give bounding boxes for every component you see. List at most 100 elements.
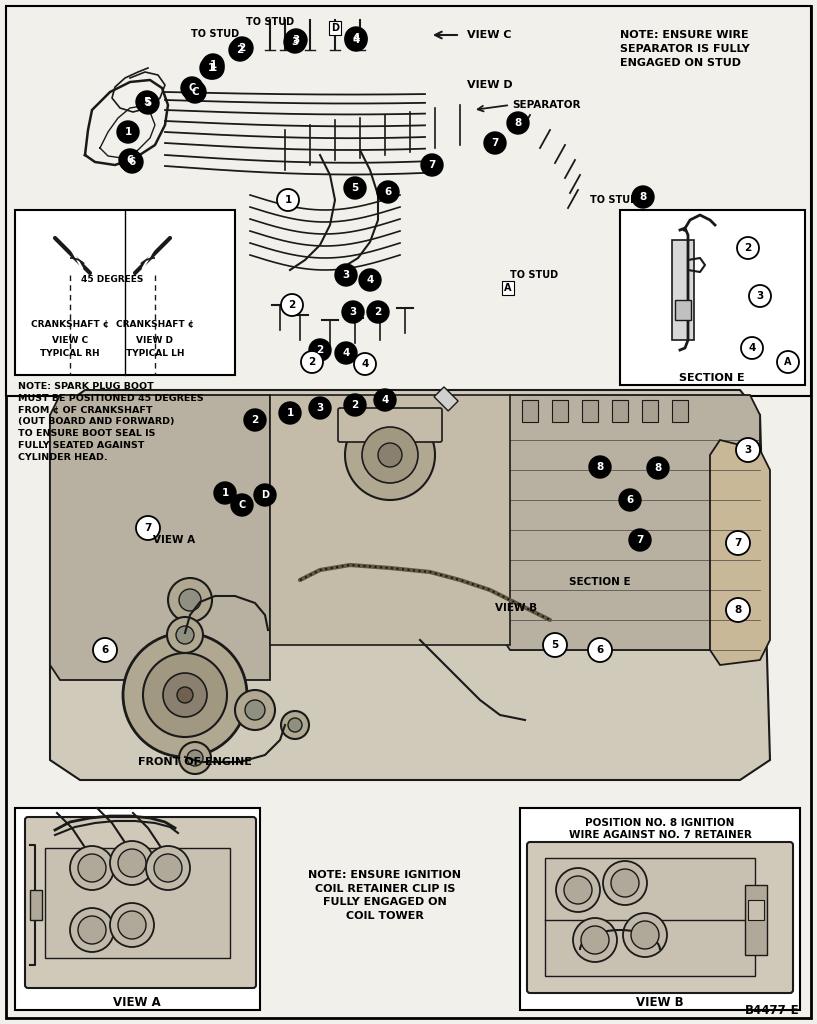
Circle shape: [741, 337, 763, 359]
Text: 2: 2: [239, 43, 246, 53]
Text: 2: 2: [351, 400, 359, 410]
Bar: [620, 210, 805, 385]
Circle shape: [726, 598, 750, 622]
Bar: [612, 400, 628, 422]
Polygon shape: [50, 390, 770, 780]
Circle shape: [143, 653, 227, 737]
Text: SECTION E: SECTION E: [679, 373, 745, 383]
Circle shape: [136, 516, 160, 540]
Text: NOTE: ENSURE IGNITION
COIL RETAINER CLIP IS
FULLY ENGAGED ON
COIL TOWER: NOTE: ENSURE IGNITION COIL RETAINER CLIP…: [309, 870, 462, 921]
Text: 3: 3: [342, 270, 350, 280]
Circle shape: [777, 351, 799, 373]
Circle shape: [202, 54, 224, 76]
Text: 1: 1: [209, 63, 217, 73]
Text: A: A: [504, 283, 511, 293]
Circle shape: [611, 869, 639, 897]
Circle shape: [177, 687, 193, 703]
Circle shape: [157, 857, 179, 879]
Text: 5: 5: [164, 863, 172, 873]
Polygon shape: [500, 395, 760, 650]
Circle shape: [367, 301, 389, 323]
FancyBboxPatch shape: [434, 387, 458, 411]
Text: 5: 5: [351, 183, 359, 193]
Circle shape: [110, 903, 154, 947]
Text: 4: 4: [352, 35, 359, 45]
Text: TO STUD: TO STUD: [191, 29, 239, 39]
Text: 4: 4: [366, 275, 373, 285]
Text: SEPARATOR: SEPARATOR: [512, 100, 581, 110]
Text: 8: 8: [654, 463, 662, 473]
Circle shape: [279, 402, 301, 424]
Circle shape: [284, 31, 306, 53]
Text: CRANKSHAFT ¢: CRANKSHAFT ¢: [116, 321, 194, 330]
Text: 45 DEGREES: 45 DEGREES: [81, 275, 143, 285]
Text: 2: 2: [252, 415, 259, 425]
Circle shape: [70, 846, 114, 890]
Circle shape: [117, 121, 139, 143]
Circle shape: [187, 750, 203, 766]
Bar: [745, 885, 767, 955]
Text: SECTION E: SECTION E: [569, 577, 631, 587]
Circle shape: [421, 154, 443, 176]
Text: VIEW D: VIEW D: [467, 80, 512, 90]
Text: 3: 3: [757, 291, 764, 301]
Circle shape: [543, 633, 567, 657]
Circle shape: [629, 529, 651, 551]
Text: CRANKSHAFT ¢: CRANKSHAFT ¢: [31, 321, 109, 330]
Circle shape: [229, 39, 251, 61]
Text: 4: 4: [352, 33, 359, 43]
Text: TO STUD: TO STUD: [590, 195, 638, 205]
Bar: [748, 900, 764, 920]
Circle shape: [564, 876, 592, 904]
Text: POSITION NO. 8 IGNITION
WIRE AGAINST NO. 7 RETAINER: POSITION NO. 8 IGNITION WIRE AGAINST NO.…: [569, 818, 752, 841]
Text: 1: 1: [221, 488, 229, 498]
Circle shape: [93, 638, 117, 662]
Text: 5: 5: [128, 920, 136, 930]
Circle shape: [623, 913, 667, 957]
Circle shape: [78, 916, 106, 944]
Circle shape: [118, 849, 146, 877]
FancyBboxPatch shape: [338, 408, 442, 442]
Circle shape: [581, 926, 609, 954]
Text: VIEW D: VIEW D: [136, 336, 173, 345]
Circle shape: [121, 852, 143, 874]
Circle shape: [245, 700, 265, 720]
Text: 3: 3: [292, 35, 300, 45]
Bar: [545, 858, 755, 976]
Text: VIEW A: VIEW A: [113, 995, 161, 1009]
Circle shape: [110, 841, 154, 885]
Text: 7: 7: [734, 538, 742, 548]
Circle shape: [136, 91, 158, 113]
Text: 8: 8: [640, 193, 646, 202]
Circle shape: [281, 294, 303, 316]
FancyBboxPatch shape: [25, 817, 256, 988]
Text: 3: 3: [292, 37, 299, 47]
Circle shape: [726, 531, 750, 555]
Circle shape: [301, 351, 323, 373]
Circle shape: [168, 578, 212, 622]
Text: VIEW B: VIEW B: [495, 603, 537, 613]
Text: NOTE: SPARK PLUG BOOT
MUST BE POSITIONED 45 DEGREES
FROM ¢ OF CRANKSHAFT
(OUT BO: NOTE: SPARK PLUG BOOT MUST BE POSITIONED…: [18, 382, 203, 462]
Text: D: D: [331, 23, 339, 33]
Circle shape: [556, 868, 600, 912]
Text: 1: 1: [284, 195, 292, 205]
Text: TYPICAL LH: TYPICAL LH: [126, 349, 185, 358]
Text: 6: 6: [596, 645, 604, 655]
Text: 2: 2: [744, 243, 752, 253]
Text: 4: 4: [592, 935, 599, 945]
Text: 3: 3: [128, 858, 136, 868]
Circle shape: [584, 929, 606, 951]
Circle shape: [235, 690, 275, 730]
Circle shape: [184, 81, 206, 103]
Circle shape: [309, 339, 331, 361]
Circle shape: [244, 409, 266, 431]
Circle shape: [507, 112, 529, 134]
Circle shape: [118, 911, 146, 939]
Circle shape: [374, 389, 396, 411]
Text: 2: 2: [236, 45, 243, 55]
Text: 6: 6: [384, 187, 391, 197]
Text: 3: 3: [316, 403, 324, 413]
Circle shape: [344, 394, 366, 416]
Text: 7: 7: [491, 138, 498, 148]
Text: C: C: [239, 500, 246, 510]
